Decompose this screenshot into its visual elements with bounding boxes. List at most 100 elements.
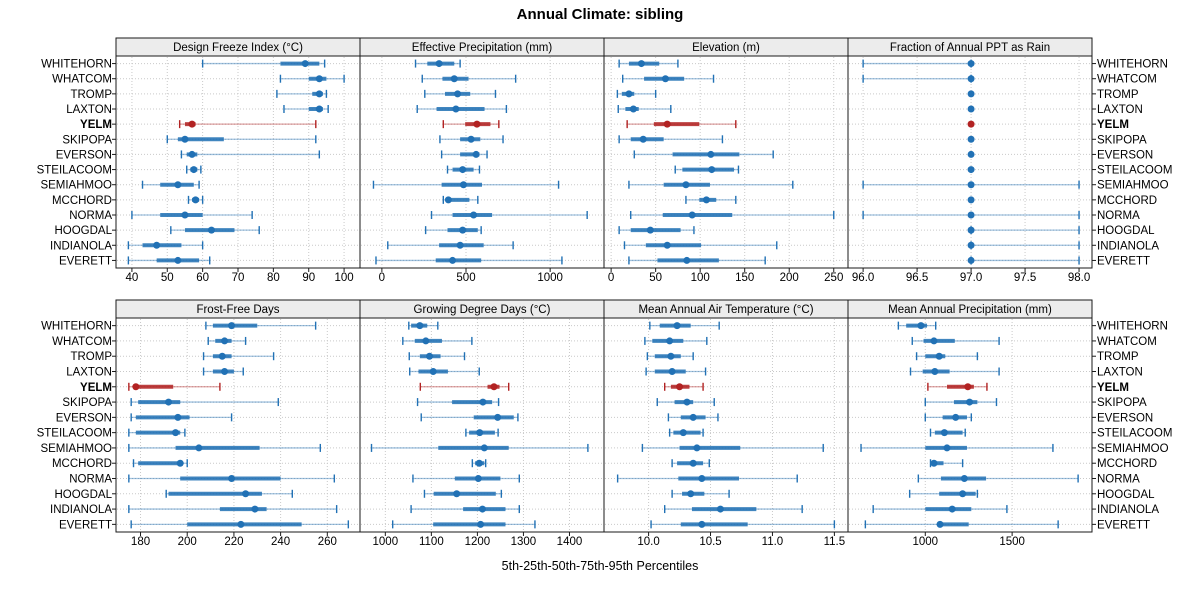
median-dot: [242, 490, 250, 498]
panel-background: [848, 56, 1092, 268]
percentile-row-tromp: [616, 89, 657, 98]
station-label-left-steilacoom: STEILACOOM: [37, 428, 112, 440]
median-dot: [429, 368, 437, 375]
percentile-row-skipopa: [166, 135, 317, 144]
axis-tick-label: 1000: [537, 272, 563, 284]
panel-mean-annual-precipitation-mm-: 1000 1500 Mean Annual Precipitation (mm): [847, 299, 1096, 548]
percentile-row-norma: [630, 211, 835, 219]
median-dot: [454, 90, 462, 98]
median-dot: [190, 166, 198, 174]
axis-tick-label: 1000: [373, 536, 399, 548]
percentile-row-tromp: [424, 89, 497, 98]
station-label-left-steilacoom: STEILACOOM: [37, 165, 112, 177]
median-dot: [477, 520, 485, 528]
percentile-row-everett: [130, 520, 350, 529]
percentile-row-steilacoom: [967, 166, 975, 174]
station-label-left-mcchord: MCCHORD: [52, 458, 112, 470]
station-label-right-laxton: LAXTON: [1097, 104, 1143, 116]
percentile-row-norma: [412, 474, 520, 483]
percentile-row-whitehorn: [649, 321, 720, 330]
percentile-row-steilacoom: [668, 428, 704, 437]
percentile-row-whatcom: [207, 336, 247, 345]
percentile-row-whatcom: [862, 74, 975, 83]
station-label-right-skipopa: SKIPOPA: [1097, 134, 1147, 146]
percentile-row-tromp: [915, 352, 979, 361]
axis-tick-label: 1300: [511, 536, 537, 548]
percentile-row-everett: [628, 256, 766, 265]
median-dot: [207, 226, 215, 234]
median-dot: [967, 90, 975, 98]
axis-tick-label: 96.5: [906, 272, 928, 284]
median-dot: [228, 475, 236, 482]
median-dot: [132, 383, 140, 391]
percentile-row-semiahmoo: [128, 443, 322, 452]
percentile-row-laxton: [617, 105, 672, 113]
percentile-row-whitehorn: [201, 59, 326, 68]
station-label-left-norma: NORMA: [69, 474, 112, 486]
station-label-right-laxton: LAXTON: [1097, 367, 1143, 379]
median-dot: [930, 337, 938, 345]
axis-tick-label: 97.5: [1014, 272, 1036, 284]
median-dot: [174, 413, 182, 421]
percentile-row-semiahmoo: [628, 180, 794, 189]
median-dot: [936, 520, 944, 528]
median-dot: [192, 196, 200, 204]
percentile-row-tromp: [276, 89, 328, 98]
median-dot: [472, 150, 480, 158]
median-dot: [315, 90, 323, 98]
median-dot: [646, 226, 654, 234]
station-label-right-yelm: YELM: [1097, 382, 1129, 394]
percentile-row-indianola: [872, 505, 1008, 514]
median-dot: [459, 181, 467, 189]
median-dot: [663, 120, 671, 128]
median-dot: [967, 135, 975, 143]
station-label-left-laxton: LAXTON: [66, 104, 112, 116]
median-dot: [444, 196, 452, 204]
percentile-row-indianola: [663, 505, 803, 514]
axis-tick-label: 98.0: [1068, 272, 1090, 284]
axis-tick-label: 1200: [465, 536, 491, 548]
axis-tick-label: 80: [267, 272, 280, 284]
station-label-left-semiahmoo: SEMIAHMOO: [40, 180, 112, 192]
axis-tick-label: 11.0: [762, 536, 784, 548]
median-dot: [188, 150, 196, 158]
panel-background: [360, 56, 604, 268]
median-dot: [693, 444, 701, 452]
median-dot: [967, 196, 975, 204]
median-dot: [426, 352, 434, 360]
station-label-left-whatcom: WHATCOM: [52, 74, 112, 86]
percentile-row-hoogdal: [908, 489, 979, 498]
percentile-row-yelm: [178, 120, 317, 129]
percentile-row-semiahmoo: [641, 443, 824, 452]
median-dot: [716, 505, 724, 513]
percentile-row-everett: [864, 520, 1059, 529]
percentile-row-steilacoom: [465, 428, 499, 437]
percentile-row-mcchord: [132, 459, 188, 468]
station-label-left-everson: EVERSON: [56, 412, 112, 424]
strip-title: Fraction of Annual PPT as Rain: [890, 42, 1050, 54]
panel-background: [604, 56, 848, 268]
station-label-left-semiahmoo: SEMIAHMOO: [40, 443, 112, 455]
median-dot: [221, 337, 229, 345]
panel-elevation-m-: 0 50 100 150 200 250 Elevation (m): [603, 37, 849, 284]
percentile-row-whatcom: [279, 74, 345, 83]
median-dot: [967, 150, 975, 158]
station-label-left-yelm: YELM: [80, 119, 112, 131]
axis-tick-label: 200: [178, 536, 197, 548]
median-dot: [218, 352, 226, 360]
median-dot: [476, 429, 484, 437]
percentile-row-norma: [616, 474, 798, 483]
percentile-row-laxton: [967, 105, 975, 113]
percentile-row-everett: [391, 520, 536, 529]
median-dot: [188, 120, 196, 128]
percentile-row-whatcom: [421, 74, 517, 83]
strip-title: Mean Annual Precipitation (mm): [888, 304, 1052, 316]
median-dot: [708, 166, 716, 174]
percentile-row-steilacoom: [128, 428, 186, 437]
panel-effective-precipitation-mm-: 0 500 1000 Effective Precipitation (mm): [359, 37, 605, 284]
median-dot: [668, 368, 676, 375]
percentile-row-whatcom: [644, 336, 708, 345]
percentile-row-yelm: [626, 120, 737, 129]
percentile-row-laxton: [283, 105, 329, 113]
axis-tick-label: 180: [131, 536, 150, 548]
